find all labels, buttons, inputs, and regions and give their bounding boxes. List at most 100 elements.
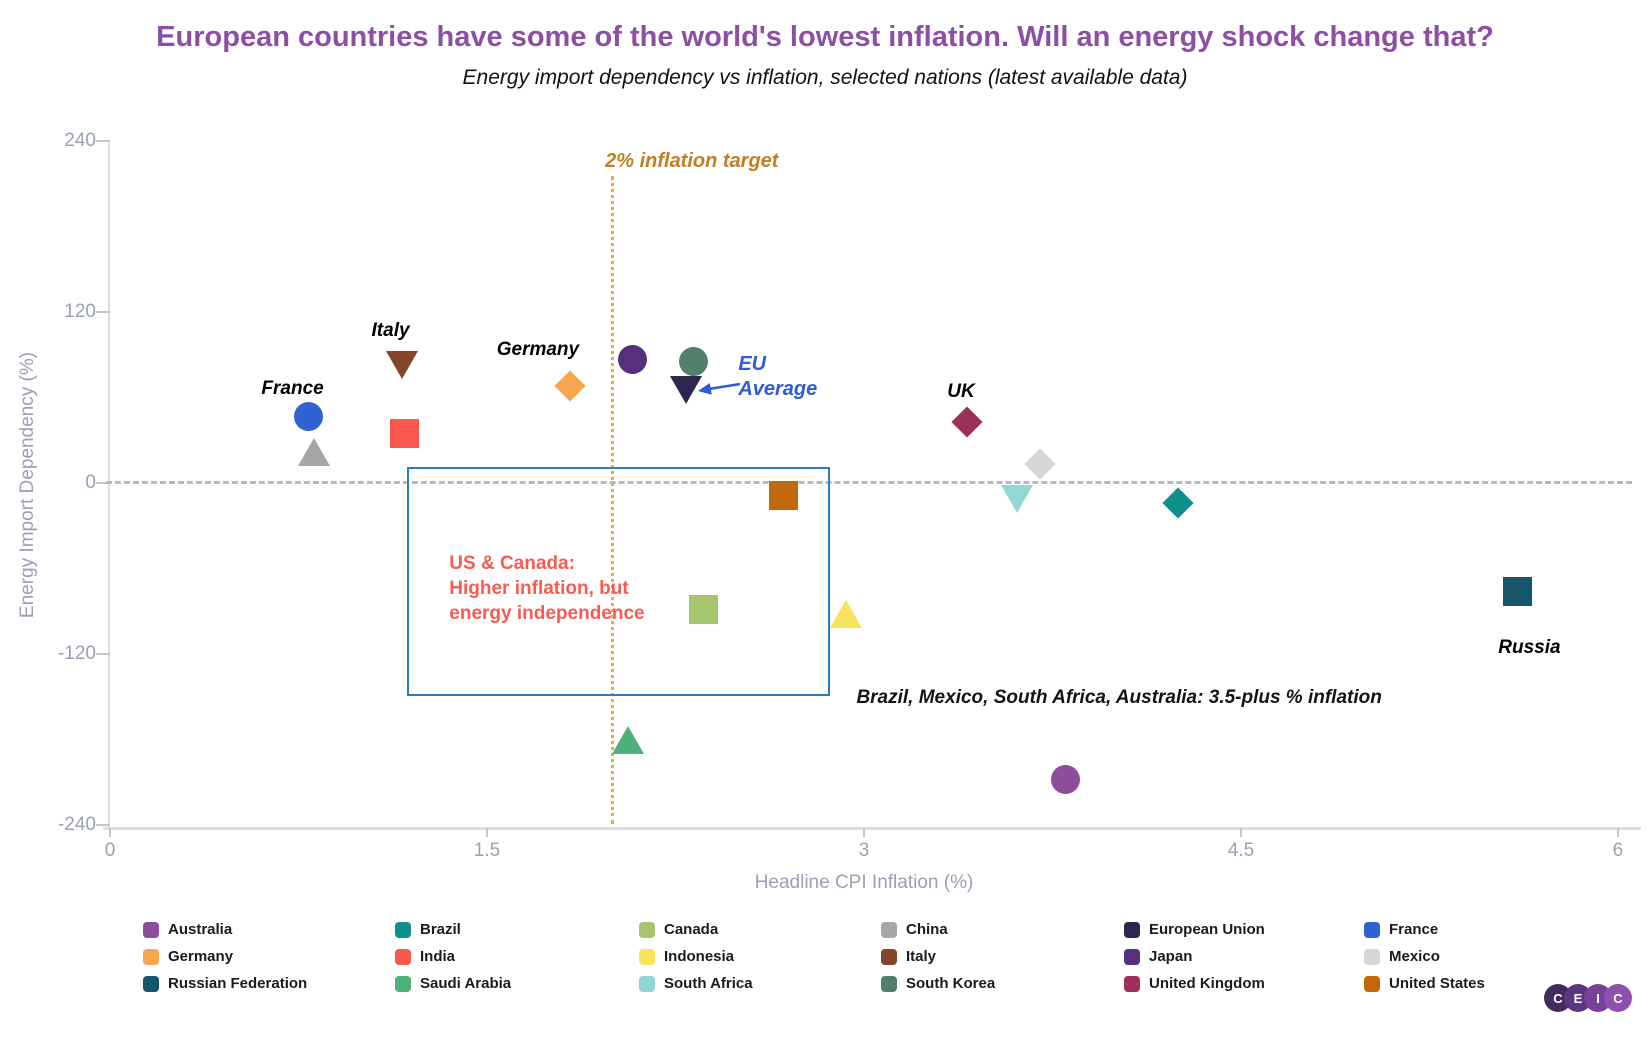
point-canada[interactable] [688, 595, 718, 625]
y-tick-mark-3 [96, 653, 110, 655]
point-france[interactable] [294, 401, 324, 431]
legend-swatch-south-korea [881, 975, 897, 992]
legend-label-italy: Italy [906, 948, 937, 965]
point-japan[interactable] [618, 344, 648, 374]
legend-swatch-mexico [1364, 948, 1380, 965]
legend-label-brazil: Brazil [420, 921, 461, 938]
y-tick-label-3: -120 [57, 643, 96, 664]
legend-label-south-korea: South Korea [906, 975, 996, 992]
x-tick-label-2: 3 [858, 840, 870, 861]
legend-item-saudi-arabia[interactable]: Saudi Arabia [395, 970, 639, 997]
inflation-target-label: 2% inflation target [605, 149, 779, 172]
legend-item-brazil[interactable]: Brazil [395, 916, 639, 943]
legend-label-france: France [1389, 921, 1439, 938]
point-label-germany: Germany [496, 339, 580, 361]
legend-item-indonesia[interactable]: Indonesia [639, 943, 881, 970]
legend-swatch-france [1364, 921, 1380, 938]
y-tick-mark-4 [96, 824, 110, 826]
legend-swatch-canada [639, 921, 655, 938]
point-brazil[interactable] [1162, 487, 1194, 519]
x-tick-mark-4 [1616, 828, 1619, 837]
x-tick-mark-3 [1239, 828, 1242, 837]
us-canada-annotation-line: Higher inflation, but [449, 578, 629, 600]
legend-item-india[interactable]: India [395, 943, 639, 970]
legend-item-france[interactable]: France [1364, 916, 1574, 943]
legend-label-japan: Japan [1149, 948, 1193, 965]
point-mexico[interactable] [1024, 448, 1056, 481]
legend-label-mexico: Mexico [1389, 948, 1440, 965]
legend-swatch-italy [881, 948, 897, 965]
point-saudi-arabia[interactable] [611, 725, 644, 754]
legend: Australia Brazil Canada China European Union… [143, 916, 1574, 997]
point-indonesia[interactable] [830, 600, 863, 629]
x-axis-line [103, 827, 1641, 830]
legend-item-germany[interactable]: Germany [143, 943, 395, 970]
chart-title: European countries have some of the worl… [156, 21, 1494, 53]
legend-item-mexico[interactable]: Mexico [1364, 943, 1574, 970]
point-european-union[interactable] [669, 376, 702, 405]
y-tick-mark-2 [96, 482, 110, 484]
legend-item-australia[interactable]: Australia [143, 916, 395, 943]
y-tick-label-2: 0 [85, 472, 96, 493]
legend-label-russian-federation: Russian Federation [168, 975, 308, 992]
legend-label-china: China [906, 921, 948, 938]
point-india[interactable] [389, 418, 419, 448]
y-tick-mark-0 [96, 140, 110, 142]
point-china[interactable] [297, 437, 330, 466]
legend-item-japan[interactable]: Japan [1124, 943, 1364, 970]
point-label-italy: Italy [371, 319, 410, 341]
us-canada-annotation-line: US & Canada: [449, 553, 575, 575]
x-axis-title: Headline CPI Inflation (%) [754, 872, 974, 893]
legend-swatch-japan [1124, 948, 1140, 965]
point-united-kingdom[interactable] [951, 406, 983, 438]
legend-item-south-korea[interactable]: South Korea [881, 970, 1124, 997]
x-tick-mark-2 [862, 828, 865, 837]
eu-average-label-line: Average [738, 377, 818, 400]
legend-label-united-states: United States [1389, 975, 1485, 992]
legend-label-india: India [420, 948, 456, 965]
legend-swatch-united-kingdom [1124, 975, 1140, 992]
point-south-africa[interactable] [1001, 484, 1034, 513]
inflation-target-dotted-line [610, 176, 614, 824]
legend-label-south-africa: South Africa [664, 975, 753, 992]
us-canada-annotation-line: energy independence [449, 603, 645, 625]
legend-label-australia: Australia [168, 921, 233, 938]
y-tick-label-0: 240 [64, 130, 96, 151]
legend-label-germany: Germany [168, 948, 234, 965]
legend-swatch-indonesia [639, 948, 655, 965]
y-tick-mark-1 [96, 311, 110, 313]
legend-item-united-kingdom[interactable]: United Kingdom [1124, 970, 1364, 997]
x-tick-label-4: 6 [1612, 840, 1624, 861]
point-australia[interactable] [1050, 764, 1080, 794]
eu-average-arrow [698, 382, 741, 395]
zero-dependency-dashed-line [106, 481, 1632, 484]
legend-label-european-union: European Union [1149, 921, 1265, 938]
legend-item-united-states[interactable]: United States [1364, 970, 1574, 997]
legend-item-italy[interactable]: Italy [881, 943, 1124, 970]
y-tick-label-4: -240 [57, 814, 96, 835]
legend-item-european-union[interactable]: European Union [1124, 916, 1364, 943]
point-south-korea[interactable] [678, 347, 708, 377]
legend-item-south-africa[interactable]: South Africa [639, 970, 881, 997]
legend-swatch-australia [143, 921, 159, 938]
legend-swatch-china [881, 921, 897, 938]
y-axis-title-wrap: Energy Import Dependency (%) [6, 141, 50, 828]
point-russian-federation[interactable] [1502, 576, 1532, 606]
y-axis-line [108, 141, 110, 828]
point-label-russia: Russia [1498, 637, 1561, 659]
legend-swatch-russian-federation [143, 975, 159, 992]
point-germany[interactable] [554, 370, 586, 402]
x-tick-mark-1 [485, 828, 488, 837]
legend-item-russian-federation[interactable]: Russian Federation [143, 970, 395, 997]
x-tick-label-3: 4.5 [1227, 840, 1255, 861]
point-italy[interactable] [385, 350, 418, 379]
legend-label-saudi-arabia: Saudi Arabia [420, 975, 512, 992]
legend-item-china[interactable]: China [881, 916, 1124, 943]
x-tick-mark-0 [109, 828, 111, 837]
us-canada-annotation-box [406, 467, 831, 697]
legend-swatch-south-africa [639, 975, 655, 992]
point-united-states[interactable] [769, 481, 799, 511]
legend-item-canada[interactable]: Canada [639, 916, 881, 943]
